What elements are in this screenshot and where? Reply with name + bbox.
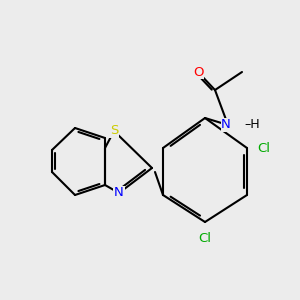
- Text: N: N: [114, 187, 124, 200]
- Text: –H: –H: [244, 118, 260, 131]
- Text: O: O: [193, 65, 203, 79]
- Text: S: S: [110, 124, 118, 137]
- Text: N: N: [221, 118, 231, 131]
- Text: Cl: Cl: [199, 232, 212, 245]
- Text: Cl: Cl: [257, 142, 271, 154]
